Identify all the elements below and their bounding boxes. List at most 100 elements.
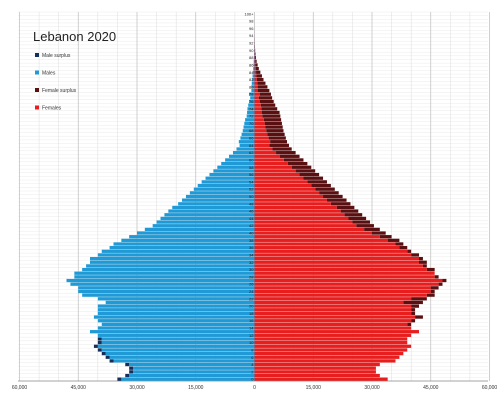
chart-title: Lebanon 2020: [33, 29, 116, 44]
male-bar: [253, 67, 255, 71]
female-bar: [254, 275, 435, 279]
male-bar: [229, 154, 255, 158]
male-bar: [66, 278, 255, 283]
male-bar: [74, 271, 255, 275]
female-bar: [254, 337, 408, 341]
female-surplus-bar: [266, 129, 284, 133]
age-tick-label: 92: [249, 41, 254, 46]
male-bar: [78, 286, 255, 290]
age-tick-label: 94: [249, 33, 254, 38]
male-bar: [217, 165, 255, 169]
age-tick-label: 8: [251, 347, 254, 352]
female-bar: [254, 176, 304, 180]
female-bar: [254, 143, 270, 147]
age-tick-label: 18: [249, 311, 254, 316]
male-bar: [247, 110, 255, 115]
female-bar: [254, 202, 331, 206]
age-tick-label: 54: [249, 179, 254, 184]
female-surplus-bar: [419, 260, 427, 264]
male-bar: [240, 136, 255, 140]
female-bar: [254, 151, 277, 155]
female-surplus-bar: [364, 227, 380, 232]
female-bar: [254, 300, 404, 305]
female-bar: [254, 70, 257, 74]
x-tick-label: 0: [253, 385, 256, 391]
female-surplus-bar: [407, 322, 412, 326]
female-bar: [254, 161, 288, 166]
male-bar: [251, 88, 255, 93]
female-bar: [254, 74, 257, 78]
age-tick-label: 10: [249, 340, 254, 345]
female-bar: [254, 96, 259, 100]
female-bar: [254, 246, 400, 250]
female-surplus-bar: [260, 103, 276, 107]
female-surplus-bar: [263, 118, 282, 122]
female-surplus-bar: [256, 70, 261, 74]
male-bar: [74, 275, 255, 279]
female-surplus-bar: [261, 107, 278, 111]
age-tick-label: 44: [249, 216, 254, 221]
x-axis-ticks: 60,000 45,000 30,000 15,000 0 15,000 30,000 45,…: [12, 385, 498, 391]
male-bar: [249, 92, 255, 96]
male-bar: [82, 267, 255, 272]
male-bar: [253, 63, 255, 67]
male-surplus-bar: [129, 366, 134, 370]
male-bar: [156, 220, 255, 224]
age-tick-label: 96: [249, 26, 254, 31]
legend: Male surplus Males Female surplus Females: [35, 53, 77, 112]
age-tick-label: 62: [249, 150, 254, 155]
male-bar: [129, 362, 255, 367]
female-surplus-bar: [340, 209, 359, 213]
male-bar: [239, 143, 255, 147]
female-bar: [254, 249, 408, 253]
x-tick-label: 30,000: [129, 385, 145, 391]
x-tick-label: 60,000: [12, 385, 28, 391]
female-bar: [254, 77, 257, 82]
female-surplus-bar: [257, 85, 268, 89]
male-bar: [201, 180, 255, 184]
female-surplus-bar: [372, 231, 386, 235]
female-bar: [254, 165, 292, 169]
age-tick-label: 32: [249, 260, 254, 265]
male-bar: [246, 114, 255, 118]
male-bar: [78, 289, 255, 294]
age-tick-label: 56: [249, 172, 254, 177]
female-bar: [254, 260, 419, 264]
female-bar: [254, 271, 435, 275]
male-bar: [101, 341, 255, 345]
female-bar: [254, 59, 256, 63]
male-bar: [97, 297, 255, 301]
female-surplus-bar: [307, 180, 327, 184]
female-surplus-bar: [303, 176, 324, 180]
x-tick-label: 15,000: [188, 385, 204, 391]
male-bar: [109, 355, 255, 359]
female-surplus-bar: [255, 56, 256, 60]
male-bar: [97, 333, 255, 337]
female-bar: [254, 125, 266, 129]
male-bar: [113, 242, 255, 246]
male-bar: [209, 172, 255, 177]
female-surplus-bar: [258, 96, 273, 100]
age-tick-label: 40: [249, 231, 254, 236]
male-bar: [97, 304, 255, 308]
female-bar: [254, 238, 388, 242]
female-bar: [254, 256, 419, 261]
male-bar: [97, 308, 255, 312]
female-surplus-bar: [407, 249, 412, 253]
age-tick-label: 60: [249, 157, 254, 162]
male-bar: [189, 191, 255, 195]
male-bar: [249, 99, 255, 104]
female-bar: [254, 88, 258, 93]
female-bar: [254, 107, 262, 111]
female-surplus-bar: [256, 77, 264, 82]
female-bar: [254, 198, 327, 202]
female-bar: [254, 348, 408, 352]
female-surplus-bar: [411, 297, 427, 301]
female-bar: [254, 118, 264, 122]
age-tick-label: 78: [249, 92, 254, 97]
female-bar: [254, 132, 268, 137]
male-bar: [97, 344, 255, 348]
male-surplus-bar: [101, 351, 106, 356]
male-bar: [245, 118, 255, 122]
